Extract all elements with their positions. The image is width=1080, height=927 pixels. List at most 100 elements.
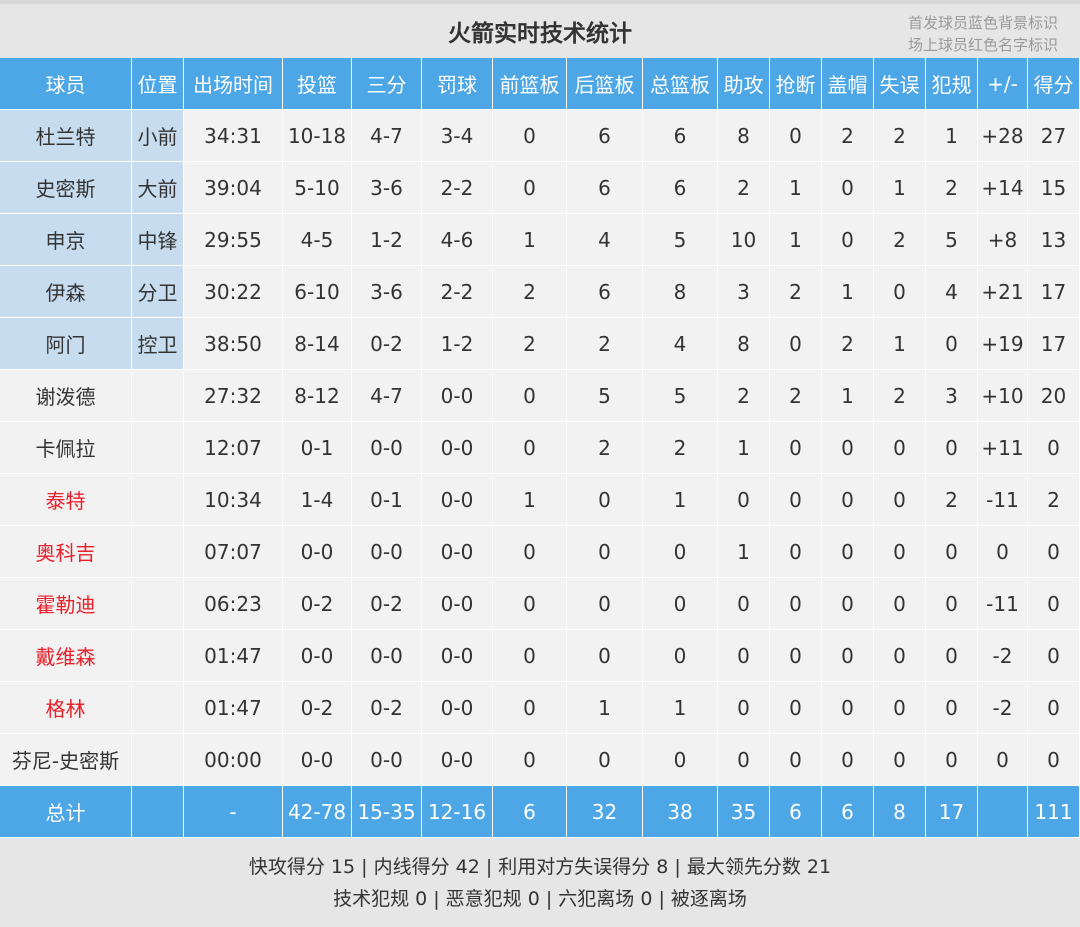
- player-name: 谢泼德: [0, 370, 132, 422]
- stat-cell: 0: [493, 110, 567, 162]
- header-cell: 失误: [874, 58, 926, 110]
- stat-cell: 0: [770, 578, 822, 630]
- player-name: 卡佩拉: [0, 422, 132, 474]
- stat-cell: 0: [493, 734, 567, 786]
- stat-cell: 0: [926, 526, 978, 578]
- stat-cell: 0: [822, 526, 874, 578]
- stat-cell: 2-2: [422, 162, 493, 214]
- stat-cell: 0: [874, 422, 926, 474]
- stat-cell: 0-1: [352, 474, 422, 526]
- header-cell: 总篮板: [643, 58, 718, 110]
- stat-cell: 2-2: [422, 266, 493, 318]
- stat-cell: 2: [822, 110, 874, 162]
- stat-cell: 0-0: [352, 734, 422, 786]
- stat-cell: +14: [978, 162, 1028, 214]
- stat-cell: 0: [567, 526, 643, 578]
- stat-cell: 0: [926, 422, 978, 474]
- stat-cell: 0: [1028, 422, 1080, 474]
- stat-cell: 00:00: [184, 734, 283, 786]
- note: 场上球员红色名字标识: [907, 36, 1058, 54]
- stat-cell: [132, 734, 184, 786]
- stat-cell: 0-0: [422, 630, 493, 682]
- stat-cell: 0: [926, 734, 978, 786]
- stat-cell: 0: [493, 578, 567, 630]
- total-cell: 35: [718, 786, 770, 838]
- player-name: 申京: [0, 214, 132, 266]
- player-name: 奥科吉: [0, 526, 132, 578]
- stat-cell: +11: [978, 422, 1028, 474]
- stat-cell: 6-10: [283, 266, 352, 318]
- stat-cell: 8: [643, 266, 718, 318]
- stat-cell: 13: [1028, 214, 1080, 266]
- footer-line: 快攻得分 15 | 内线得分 42 | 利用对方失误得分 8 | 最大领先分数 …: [248, 855, 832, 878]
- stat-cell: 1: [643, 682, 718, 734]
- stat-cell: 3: [926, 370, 978, 422]
- stat-cell: +28: [978, 110, 1028, 162]
- stat-cell: 控卫: [132, 318, 184, 370]
- header-cell: 投篮: [283, 58, 352, 110]
- stat-cell: 2: [770, 370, 822, 422]
- stat-cell: 10: [718, 214, 770, 266]
- header-cell: +/-: [978, 58, 1028, 110]
- stat-cell: 0: [493, 162, 567, 214]
- stat-cell: 0: [567, 630, 643, 682]
- stat-cell: 1: [493, 474, 567, 526]
- stat-cell: 0-0: [283, 630, 352, 682]
- stat-cell: 4: [567, 214, 643, 266]
- stat-cell: [132, 370, 184, 422]
- stat-cell: 2: [718, 162, 770, 214]
- stat-cell: 3-4: [422, 110, 493, 162]
- stat-cell: 1: [770, 162, 822, 214]
- stat-cell: 分卫: [132, 266, 184, 318]
- player-name: 戴维森: [0, 630, 132, 682]
- stat-cell: 0: [718, 630, 770, 682]
- stat-cell: 27:32: [184, 370, 283, 422]
- stat-cell: 1: [822, 266, 874, 318]
- stat-cell: 0: [874, 734, 926, 786]
- stat-cell: 0: [770, 318, 822, 370]
- note: 首发球员蓝色背景标识: [907, 14, 1058, 32]
- stat-cell: 0: [874, 266, 926, 318]
- header-cell: 犯规: [926, 58, 978, 110]
- stat-cell: 0-0: [422, 578, 493, 630]
- total-cell: -: [184, 786, 283, 838]
- total-cell: 15-35: [352, 786, 422, 838]
- player-name: 泰特: [0, 474, 132, 526]
- stat-cell: 0-2: [283, 682, 352, 734]
- stat-cell: 06:23: [184, 578, 283, 630]
- stat-cell: 0: [978, 526, 1028, 578]
- stat-cell: [132, 682, 184, 734]
- stat-cell: 0: [643, 526, 718, 578]
- stat-cell: 4-7: [352, 110, 422, 162]
- stat-cell: 0: [493, 526, 567, 578]
- stat-cell: 8: [718, 318, 770, 370]
- stat-cell: +10: [978, 370, 1028, 422]
- stat-cell: 1: [718, 526, 770, 578]
- stat-cell: 0-0: [422, 370, 493, 422]
- stat-cell: 38:50: [184, 318, 283, 370]
- stat-cell: 4-5: [283, 214, 352, 266]
- stat-cell: 6: [567, 266, 643, 318]
- player-name: 伊森: [0, 266, 132, 318]
- stat-cell: 17: [1028, 266, 1080, 318]
- stat-cell: 0: [874, 682, 926, 734]
- total-cell: 6: [770, 786, 822, 838]
- stat-cell: -11: [978, 578, 1028, 630]
- stat-cell: 0: [770, 110, 822, 162]
- stat-cell: 5: [567, 370, 643, 422]
- stat-cell: 0: [822, 422, 874, 474]
- player-name: 杜兰特: [0, 110, 132, 162]
- stat-cell: 0: [567, 578, 643, 630]
- stat-cell: 0: [770, 474, 822, 526]
- stat-cell: 0: [1028, 682, 1080, 734]
- total-cell: 8: [874, 786, 926, 838]
- stat-cell: 0: [770, 630, 822, 682]
- stat-cell: 20: [1028, 370, 1080, 422]
- stat-cell: 1: [874, 318, 926, 370]
- stat-cell: 0: [718, 682, 770, 734]
- stat-cell: 0: [874, 526, 926, 578]
- stat-cell: 2: [493, 266, 567, 318]
- stat-cell: [132, 630, 184, 682]
- stat-cell: 07:07: [184, 526, 283, 578]
